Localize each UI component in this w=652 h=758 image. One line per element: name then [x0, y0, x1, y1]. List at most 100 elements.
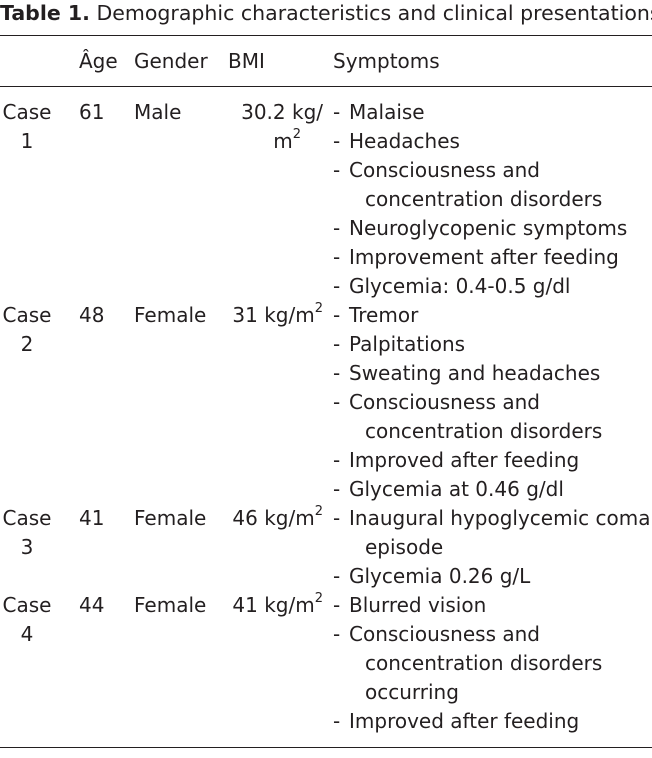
case-word: Case: [2, 593, 52, 617]
symptom-text: Neuroglycopenic symptoms: [349, 216, 628, 240]
symptom-dash: -: [333, 100, 341, 124]
table-header-row: Âge Gender BMI Symptoms: [0, 36, 652, 86]
bmi-value: 30.2 kg/: [241, 100, 323, 124]
case-number: 4: [20, 622, 34, 646]
case-number: 3: [20, 535, 34, 559]
case-label: Case 2: [0, 301, 54, 359]
symptom-text: Malaise: [349, 100, 425, 124]
symptom-dash: -: [333, 361, 341, 385]
bmi-value: 41 kg/m: [232, 593, 315, 617]
symptom-text-continued: concentration disorders: [365, 419, 603, 443]
symptom-dash: -: [333, 448, 341, 472]
symptom-dash: -: [333, 709, 341, 733]
table-row: Case 1 61 Male 30.2 kg/m2- Malaise - Headaches -…: [0, 98, 652, 301]
symptom-item: - Glycemia at 0.46 g/dl: [333, 475, 652, 504]
symptom-dash: -: [333, 303, 341, 327]
gender-cell: Female: [134, 506, 207, 530]
symptom-dash: -: [333, 129, 341, 153]
bmi-value: 46 kg/m: [232, 506, 315, 530]
symptom-text-continued: concentration disorders: [365, 651, 603, 675]
header-bmi: BMI: [228, 49, 265, 73]
symptom-item: - Improved after feeding: [333, 446, 652, 475]
symptom-item: - Improved after feeding: [333, 707, 652, 736]
symptoms-cell: - Blurred vision - Consciousness and concent…: [333, 591, 652, 736]
symptom-item: - Inaugural hypoglycemic coma episode: [333, 504, 652, 562]
age-cell: 44: [79, 593, 105, 617]
symptom-text: Consciousness and: [349, 390, 540, 414]
symptom-text: Improved after feeding: [349, 709, 580, 733]
header-symptoms: Symptoms: [333, 49, 440, 73]
symptoms-cell: - Tremor - Palpitations - Sweating and headac…: [333, 301, 652, 504]
symptom-text: Improved after feeding: [349, 448, 580, 472]
bmi-cell: 41 kg/m2: [222, 591, 323, 620]
bmi-cell: 31 kg/m2: [222, 301, 323, 330]
case-word: Case: [2, 303, 52, 327]
symptom-dash: -: [333, 477, 341, 501]
table-row: Case 3 41 Female 46 kg/m2- Inaugural hypoglyc…: [0, 504, 652, 591]
symptom-dash: -: [333, 593, 341, 617]
symptom-dash: -: [333, 274, 341, 298]
table-row: Case 4 44 Female 41 kg/m2- Blurred vision - Con…: [0, 591, 652, 736]
header-age: Âge: [79, 49, 118, 73]
case-label: Case 1: [0, 98, 54, 156]
symptom-dash: -: [333, 390, 341, 414]
symptom-text-continued: occurring: [365, 680, 459, 704]
symptom-text: Glycemia 0.26 g/L: [349, 564, 531, 588]
symptom-item: - Sweating and headaches: [333, 359, 652, 388]
bmi-cell: 30.2 kg/m2: [222, 98, 323, 156]
symptom-text: Palpitations: [349, 332, 466, 356]
table-caption-text: Demographic characteristics and clinical…: [96, 1, 652, 25]
symptom-item: - Consciousness and concentration disorder…: [333, 620, 652, 707]
symptom-dash: -: [333, 506, 341, 530]
case-word: Case: [2, 100, 52, 124]
symptom-text: Improvement after feeding: [349, 245, 619, 269]
bmi-exponent: 2: [314, 301, 323, 317]
case-word: Case: [2, 506, 52, 530]
age-cell: 41: [79, 506, 105, 530]
symptom-dash: -: [333, 564, 341, 588]
case-number: 1: [20, 129, 34, 153]
symptom-dash: -: [333, 622, 341, 646]
symptom-text: Blurred vision: [349, 593, 487, 617]
bmi-exponent: 2: [314, 591, 323, 607]
bottom-rule: [0, 747, 652, 748]
header-gender: Gender: [134, 49, 208, 73]
symptom-text: Tremor: [349, 303, 419, 327]
gender-cell: Female: [134, 593, 207, 617]
symptom-dash: -: [333, 332, 341, 356]
symptoms-cell: - Inaugural hypoglycemic coma episode - Glyc…: [333, 504, 652, 591]
symptom-text: Sweating and headaches: [349, 361, 601, 385]
bmi-unit: m: [273, 129, 293, 153]
symptom-text: Headaches: [349, 129, 460, 153]
bmi-exponent: 2: [314, 504, 323, 520]
symptom-item: - Malaise: [333, 98, 652, 127]
symptom-text: Glycemia: 0.4-0.5 g/dl: [349, 274, 571, 298]
case-label: Case 4: [0, 591, 54, 649]
bmi-exponent: 2: [292, 127, 301, 143]
data-table: Âge Gender BMI Symptoms Case 1 61 Male 30.2 …: [0, 36, 652, 736]
symptom-text: Consciousness and: [349, 158, 540, 182]
case-number: 2: [20, 332, 34, 356]
symptom-item: - Glycemia: 0.4-0.5 g/dl: [333, 272, 652, 301]
symptom-text: Glycemia at 0.46 g/dl: [349, 477, 564, 501]
gender-cell: Male: [134, 100, 182, 124]
symptom-text: Consciousness and: [349, 622, 540, 646]
symptom-item: - Improvement after feeding: [333, 243, 652, 272]
symptom-dash: -: [333, 245, 341, 269]
symptom-item: - Headaches: [333, 127, 652, 156]
gender-cell: Female: [134, 303, 207, 327]
case-label: Case 3: [0, 504, 54, 562]
symptom-item: - Palpitations: [333, 330, 652, 359]
age-cell: 48: [79, 303, 105, 327]
bmi-value: 31 kg/m: [232, 303, 315, 327]
symptom-item: - Blurred vision: [333, 591, 652, 620]
table-caption: Table 1. Demographic characteristics and…: [0, 0, 652, 26]
symptom-item: - Neuroglycopenic symptoms: [333, 214, 652, 243]
symptom-text: Inaugural hypoglycemic coma: [349, 506, 651, 530]
bmi-unit-line: m2: [222, 127, 323, 156]
top-rule: [0, 35, 652, 36]
symptom-item: - Glycemia 0.26 g/L: [333, 562, 652, 591]
bmi-cell: 46 kg/m2: [222, 504, 323, 533]
symptom-item: - Tremor: [333, 301, 652, 330]
symptoms-cell: - Malaise - Headaches - Consciousness and conc…: [333, 98, 652, 301]
